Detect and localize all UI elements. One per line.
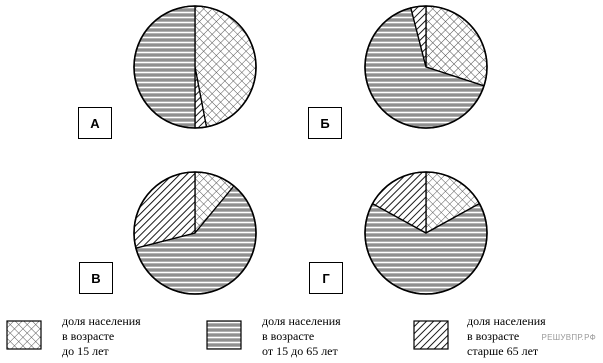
legend-label-15-65: доля населения в возрасте от 15 до 65 ле… <box>262 314 341 358</box>
legend-swatch-15-65 <box>206 320 242 350</box>
legend-swatch-over-65 <box>413 320 449 350</box>
pie-label-g: Г <box>309 262 343 294</box>
pie-a-slice-age_15_65 <box>133 5 196 129</box>
pie-g-outline <box>364 171 488 295</box>
legend-label-over-65: доля населения в возрасте старше 65 лет <box>467 314 546 358</box>
pie-label-b: Б <box>308 107 342 139</box>
pie-v-outline <box>133 171 257 295</box>
legend-label-under-15: доля населения в возрасте до 15 лет <box>62 314 141 358</box>
pie-a-outline <box>133 5 257 129</box>
legend-swatch-under-15 <box>6 320 42 350</box>
watermark-text: РЕШУВПР.РФ <box>541 333 596 342</box>
pie-label-a: А <box>78 107 112 139</box>
pie-label-v: В <box>79 262 113 294</box>
pie-b-outline <box>364 5 488 129</box>
pie-a-slice-under_15 <box>194 5 257 128</box>
